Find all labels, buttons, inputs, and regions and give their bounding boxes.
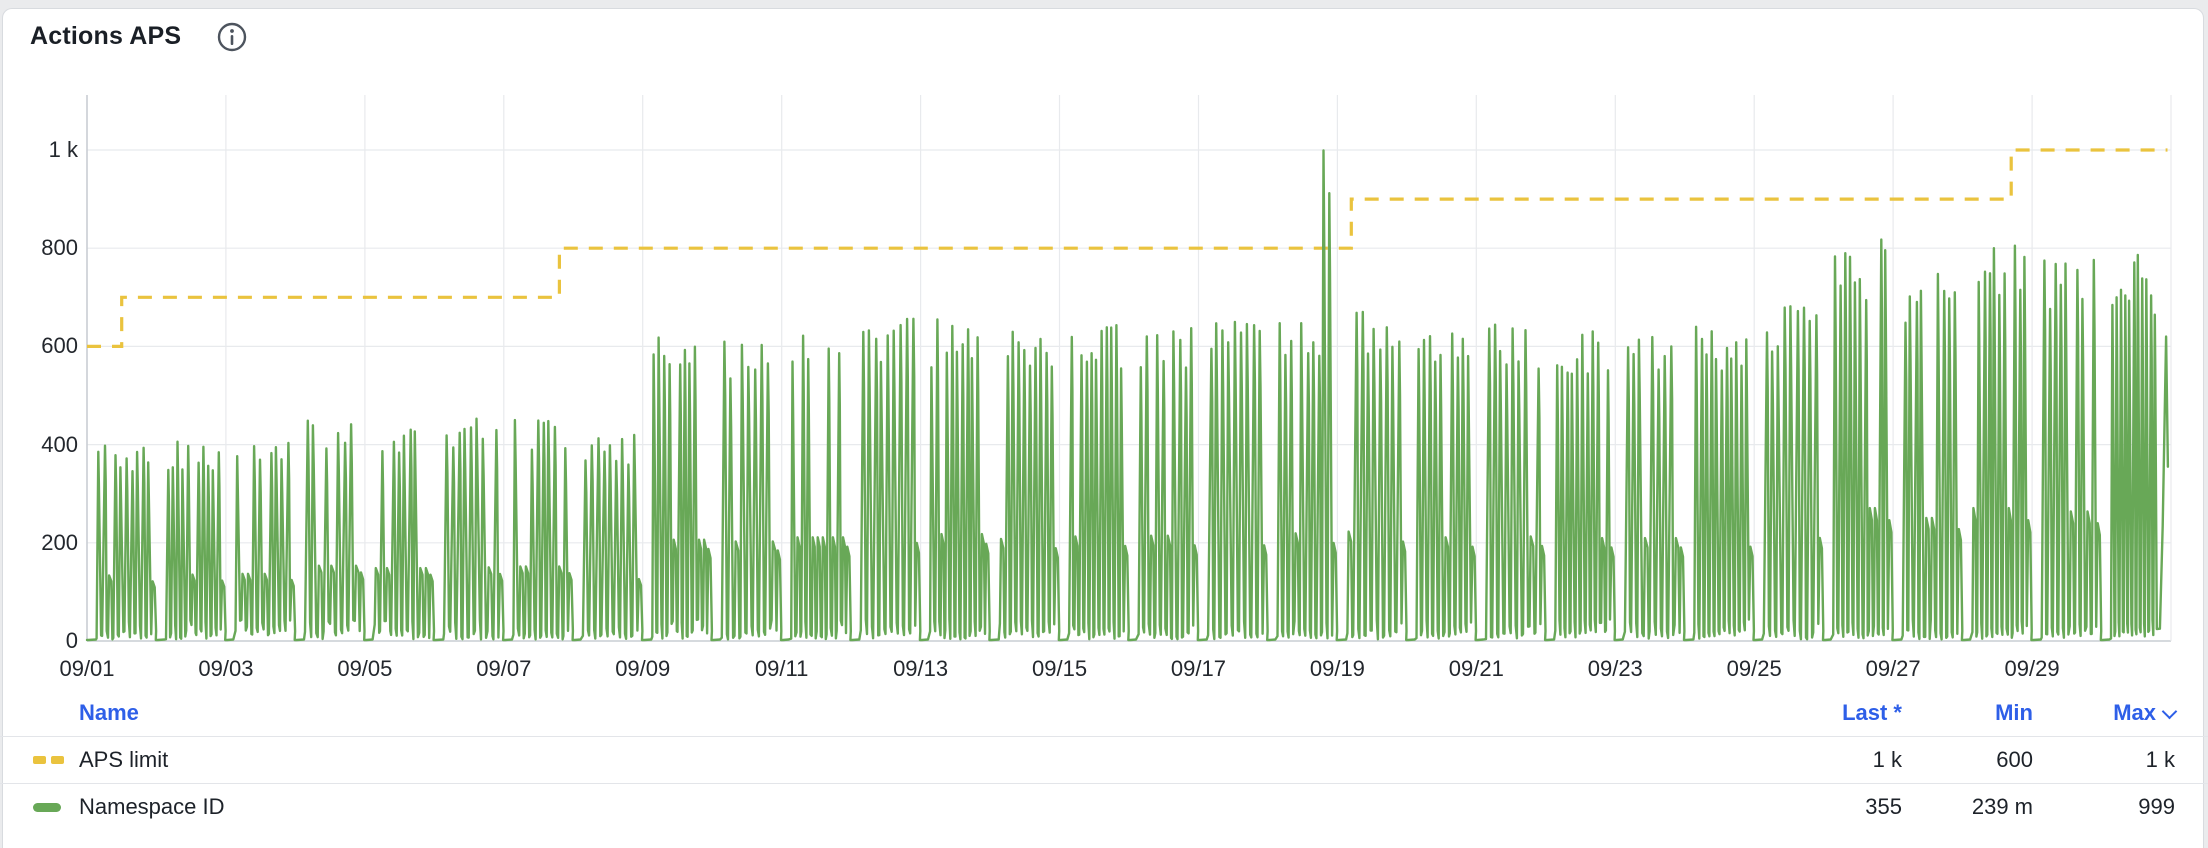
namespace-id-min-value: 239 m [1971,794,2033,819]
aps-limit-swatch [33,755,64,765]
y-tick-label: 600 [41,333,78,359]
info-icon[interactable] [216,21,248,53]
legend-header-row: Name Last * Min Max [0,690,2208,736]
x-tick-label: 09/11 [754,656,809,681]
legend-column-min[interactable]: Min [1995,700,2033,725]
legend-column-name[interactable]: Name [79,700,139,725]
x-tick-label: 09/09 [615,656,671,681]
x-tick-label: 09/21 [1448,656,1504,681]
y-tick-label: 1 k [48,137,78,162]
x-tick-label: 09/03 [198,656,254,681]
legend-column-last[interactable]: Last * [1842,700,1902,725]
x-tick-label: 09/25 [1726,656,1782,681]
legend-table: Name Last * Min Max APS limit 1 k 600 1 … [0,690,2208,830]
x-tick-label: 09/05 [337,656,393,681]
x-tick-label: 09/17 [1170,656,1226,681]
y-tick-label: 400 [41,431,78,457]
x-tick-label: 09/15 [1032,656,1088,681]
x-tick-label: 09/13 [893,656,949,681]
aps-limit-min-value: 600 [1996,747,2033,772]
legend-row-namespace-id: Namespace ID 355 239 m 999 [0,783,2208,830]
namespace-id-line [85,149,2170,642]
y-tick-label: 0 [65,628,78,653]
x-tick-label: 09/19 [1309,656,1365,681]
namespace-id-swatch [33,802,63,812]
aps-limit-max-value: 1 k [2145,747,2175,772]
chart-plot-area[interactable] [87,92,2171,641]
namespace-id-max-value: 999 [2138,794,2175,819]
actions-aps-panel: Actions APS 0 200 400 600 800 1 k 09/01 09/03 0… [0,8,2208,848]
legend-swatch-spacer [33,708,63,718]
legend-column-max[interactable]: Max [2033,700,2178,726]
x-tick-label: 09/07 [476,656,532,681]
legend-row-aps-limit: APS limit 1 k 600 1 k [0,736,2208,783]
y-tick-label: 800 [41,235,78,261]
chart-title: Actions APS [30,22,182,50]
x-tick-label: 09/29 [2004,656,2060,681]
x-tick-label: 09/27 [1865,656,1921,681]
y-tick-label: 200 [41,529,78,555]
namespace-id-last-value: 355 [1865,794,1902,819]
time-series-chart [85,95,2172,642]
aps-limit-last-value: 1 k [1872,747,1902,772]
x-tick-label: 09/23 [1587,656,1643,681]
legend-series-name[interactable]: APS limit [79,747,169,772]
x-tick-label: 09/01 [59,656,115,681]
aps-limit-line [87,148,2168,348]
legend-series-name[interactable]: Namespace ID [79,794,225,819]
chevron-down-icon [2161,703,2178,720]
